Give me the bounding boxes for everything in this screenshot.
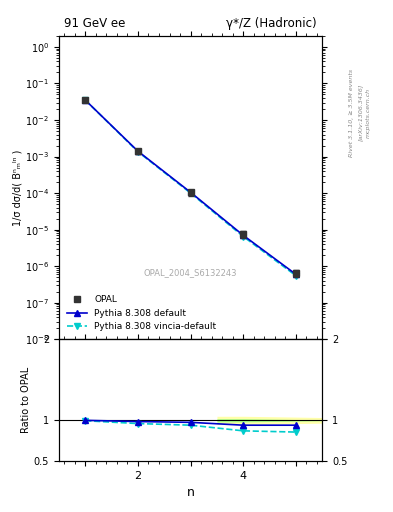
Legend: OPAL, Pythia 8.308 default, Pythia 8.308 vincia-default: OPAL, Pythia 8.308 default, Pythia 8.308… [63,292,220,335]
Y-axis label: Ratio to OPAL: Ratio to OPAL [21,367,31,433]
X-axis label: n: n [187,486,195,499]
Text: mcplots.cern.ch: mcplots.cern.ch [366,88,371,138]
Y-axis label: 1/σ dσ/d( Bⁿₘᴵⁿ ): 1/σ dσ/d( Bⁿₘᴵⁿ ) [12,150,22,226]
Text: 91 GeV ee: 91 GeV ee [64,17,126,30]
Text: Rivet 3.1.10, ≥ 3.5M events: Rivet 3.1.10, ≥ 3.5M events [349,69,354,157]
Text: [arXiv:1306.3436]: [arXiv:1306.3436] [358,84,363,141]
Text: OPAL_2004_S6132243: OPAL_2004_S6132243 [144,268,237,277]
Text: γ*/Z (Hadronic): γ*/Z (Hadronic) [226,17,317,30]
